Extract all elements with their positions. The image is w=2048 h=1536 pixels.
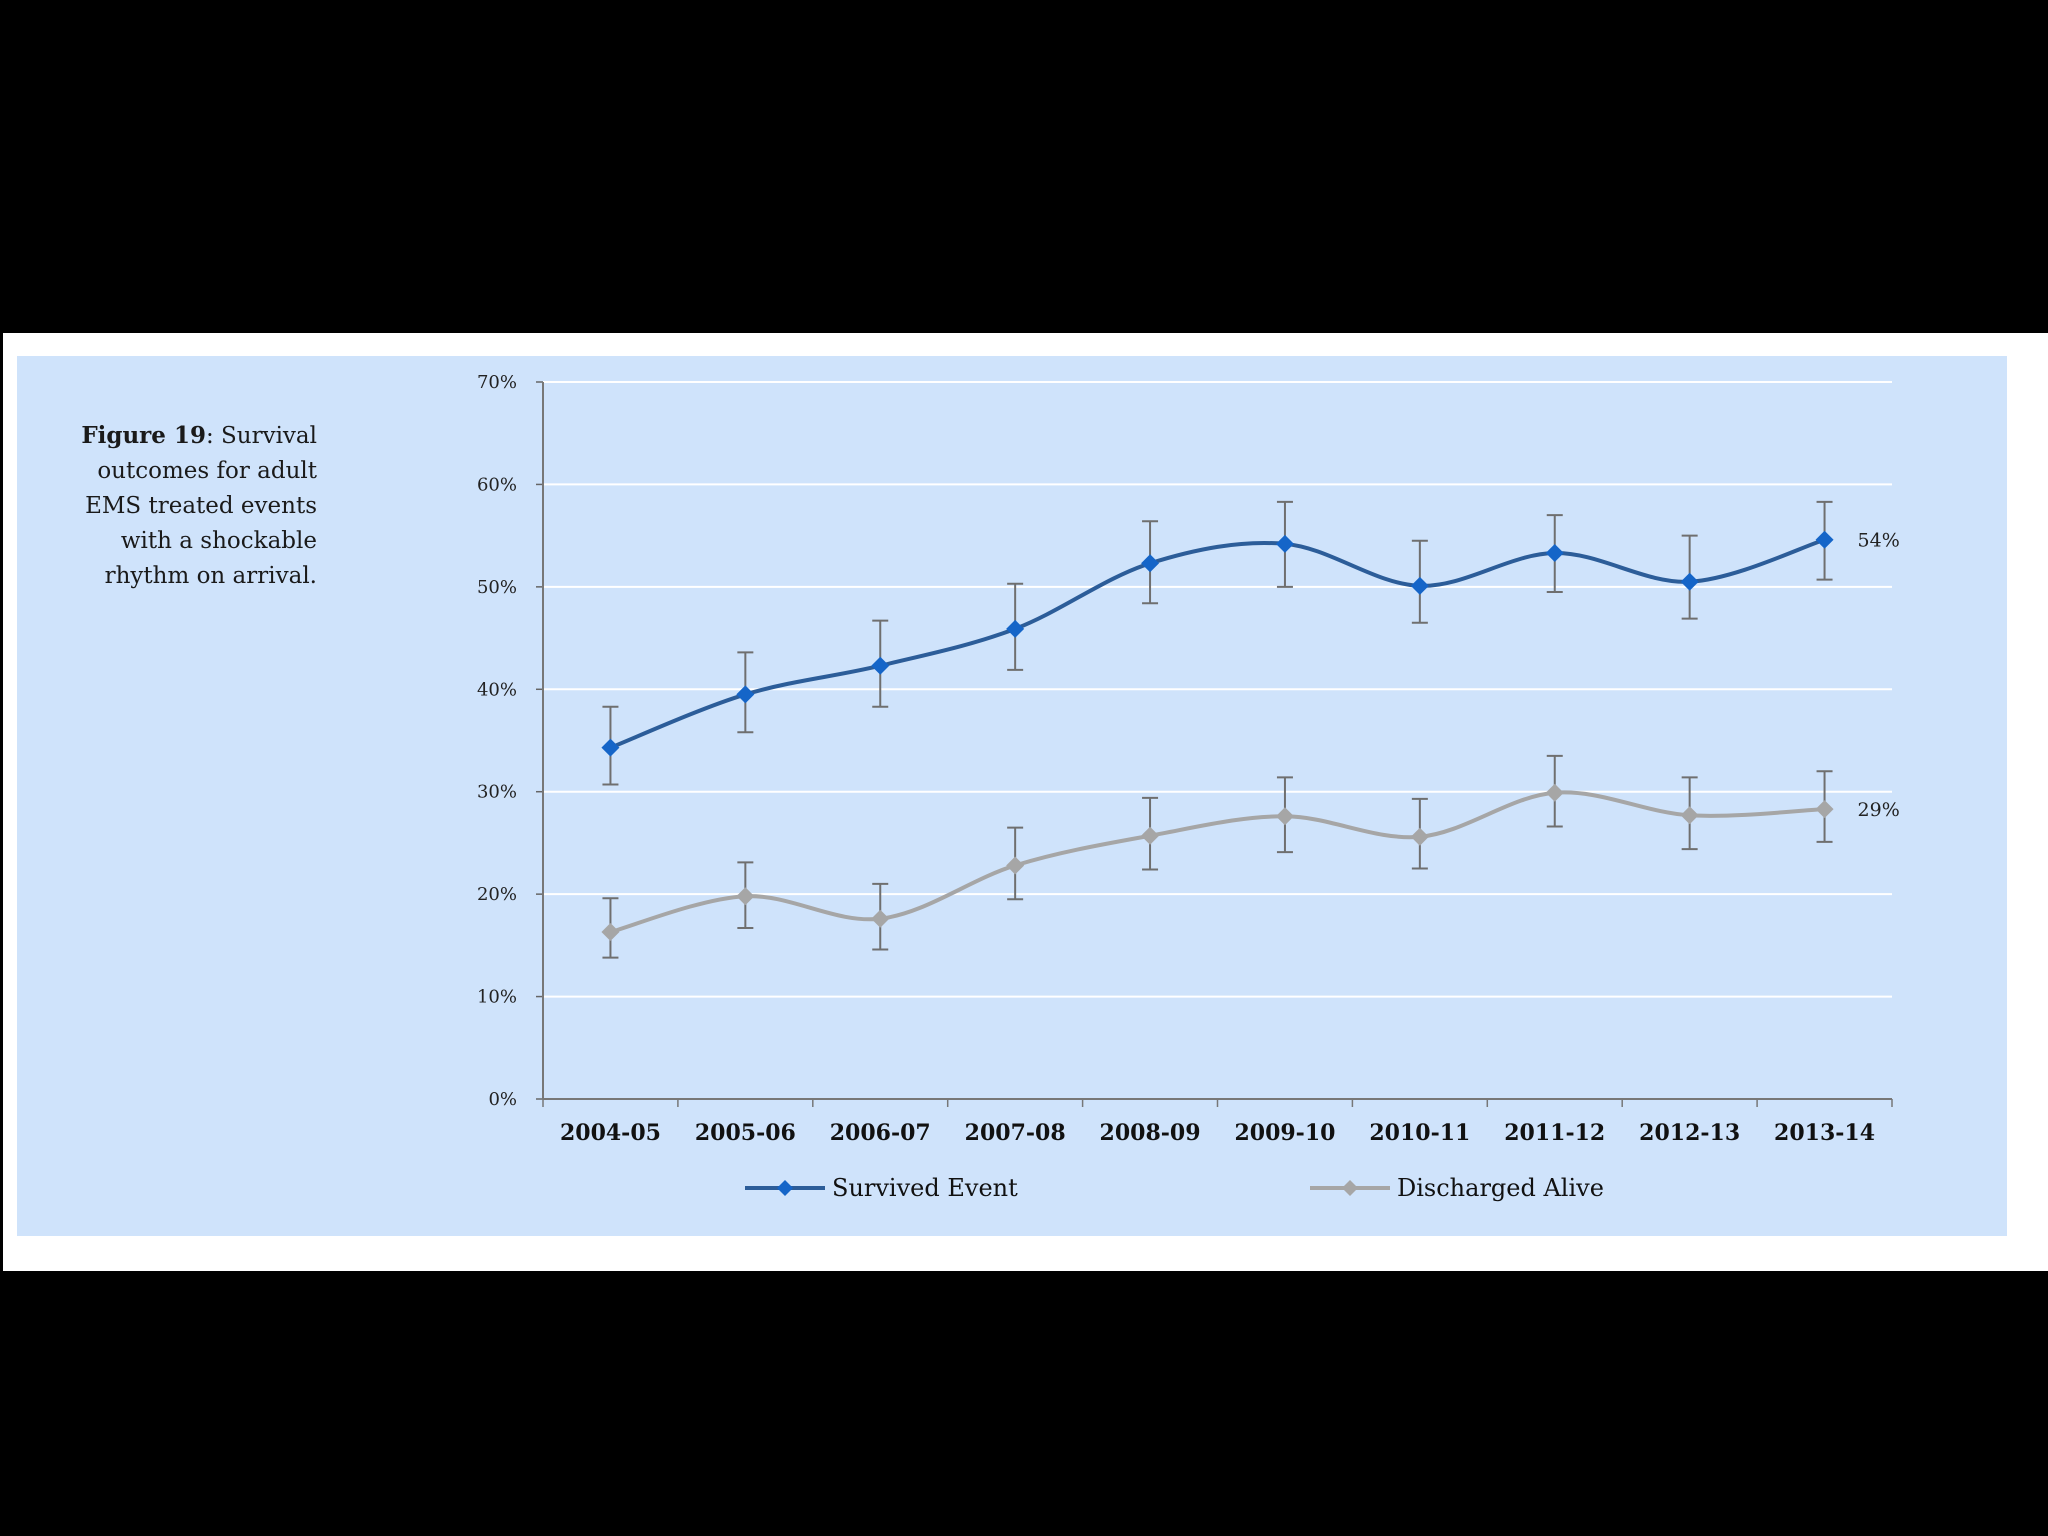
survived-event-marker [1680,572,1699,591]
x-tick-label: 2005-06 [695,1120,796,1146]
x-tick-label: 2013-14 [1774,1120,1875,1146]
figure-caption-text: : Survival outcomes for adult EMS treate… [85,423,317,589]
y-tick-label: 50% [477,577,517,598]
figure-label: Figure 19 [81,422,206,449]
discharged-alive-marker [736,887,755,906]
x-tick-label: 2010-11 [1369,1120,1470,1146]
discharged-alive-marker [1680,806,1699,825]
y-tick-label: 30% [477,782,517,803]
survived-event-marker [1275,534,1294,553]
discharged-alive-marker [1545,783,1564,802]
survived-event-marker [1815,530,1834,549]
x-tick-label: 2008-09 [1100,1120,1201,1146]
discharged-alive-legend-label: Discharged Alive [1397,1174,1604,1202]
survived-event-end-label: 54% [1858,530,1900,552]
survived-event-marker [1545,544,1564,563]
survived-event-marker [871,656,890,675]
discharged-alive-end-label: 29% [1858,799,1900,821]
survived-event-line [609,537,1826,750]
x-tick-label: 2007-08 [965,1120,1066,1146]
survived-event-legend-marker [777,1180,793,1196]
x-tick-label: 2006-07 [830,1120,931,1146]
discharged-alive-marker [1141,826,1160,845]
survived-event-legend-label: Survived Event [832,1174,1018,1202]
discharged-alive-marker [871,909,890,928]
page-background: Figure 19: Survival outcomes for adult E… [3,333,2048,1271]
discharged-alive-legend-marker [1342,1180,1358,1196]
survived-event-marker [601,738,620,757]
y-tick-label: 10% [477,987,517,1008]
survived-event-marker [1006,619,1025,638]
figure-caption: Figure 19: Survival outcomes for adult E… [47,418,317,594]
discharged-alive-marker [1815,800,1834,819]
discharged-alive-marker [601,923,620,942]
x-tick-label: 2004-05 [560,1120,661,1146]
y-tick-label: 40% [477,679,517,700]
discharged-alive-marker [1410,827,1429,846]
discharged-alive-marker [1275,807,1294,826]
x-tick-label: 2009-10 [1234,1120,1335,1146]
y-tick-label: 0% [488,1089,517,1110]
y-tick-label: 70% [477,372,517,393]
x-tick-label: 2011-12 [1504,1120,1605,1146]
discharged-alive-marker [1006,856,1025,875]
y-tick-label: 20% [477,884,517,905]
survived-event-marker [1410,576,1429,595]
survived-event-marker [1141,554,1160,573]
discharged-alive-line [609,790,1825,934]
survived-event-marker [736,685,755,704]
y-tick-label: 60% [477,474,517,495]
x-tick-label: 2012-13 [1639,1120,1740,1146]
figure-panel: Figure 19: Survival outcomes for adult E… [17,356,2007,1236]
